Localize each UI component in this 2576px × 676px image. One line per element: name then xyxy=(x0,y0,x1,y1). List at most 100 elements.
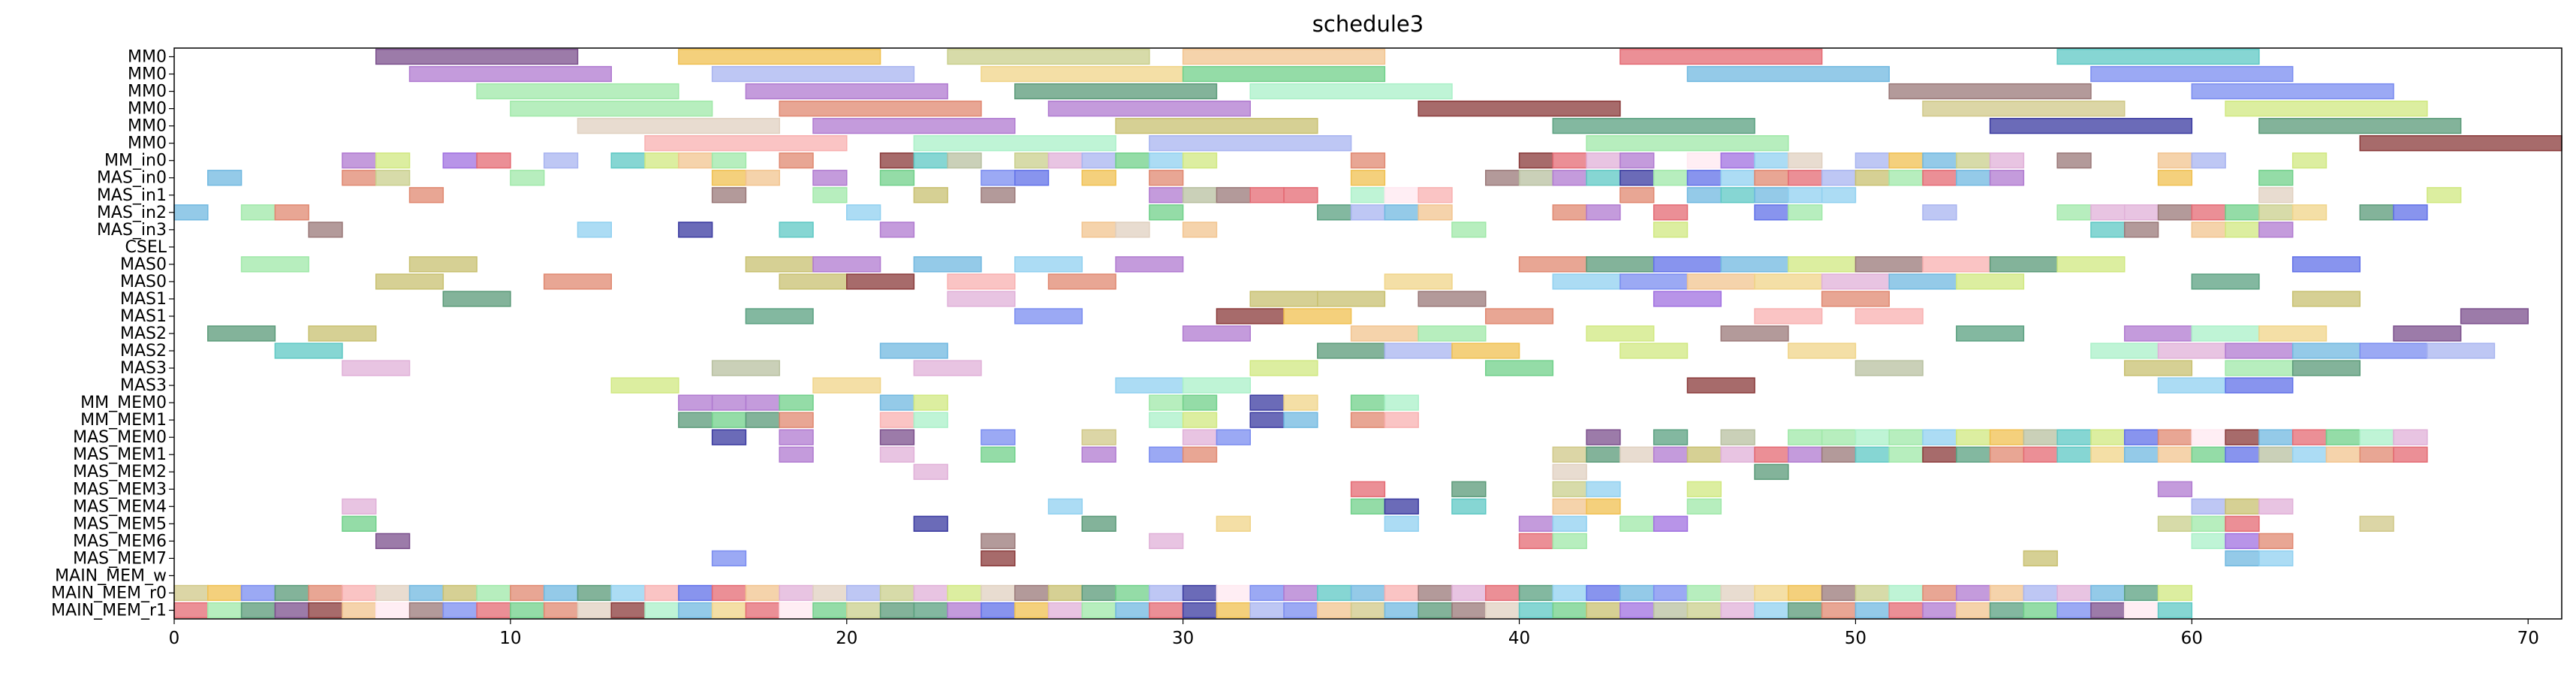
task-bar xyxy=(2258,446,2294,463)
y-tick-label: MAS3 xyxy=(120,376,167,395)
task-bar xyxy=(1384,273,1453,290)
task-bar xyxy=(1182,187,1218,204)
task-bar xyxy=(1081,602,1116,619)
task-bar xyxy=(2090,584,2126,602)
task-bar xyxy=(745,602,780,619)
task-bar xyxy=(879,152,915,169)
task-bar xyxy=(1350,394,1386,411)
task-bar xyxy=(2157,204,2193,221)
task-bar xyxy=(408,65,613,83)
task-bar xyxy=(1249,83,1453,100)
task-bar xyxy=(1350,187,1386,204)
task-bar xyxy=(610,602,646,619)
task-bar xyxy=(2123,204,2159,221)
task-bar xyxy=(2056,152,2092,169)
task-bar xyxy=(375,273,444,290)
y-tick-label: MAS_MEM4 xyxy=(73,497,167,516)
task-bar xyxy=(577,602,613,619)
task-bar xyxy=(2460,308,2529,324)
task-bar xyxy=(745,83,948,100)
y-tick-label: MM0 xyxy=(128,117,167,136)
task-bar xyxy=(1014,602,1050,619)
task-bar xyxy=(2393,325,2462,342)
task-bar xyxy=(442,152,478,169)
task-bar xyxy=(1047,602,1083,619)
task-bar xyxy=(1149,602,1184,619)
task-bar xyxy=(947,48,1150,65)
y-tick-label: MAS_MEM1 xyxy=(73,445,167,464)
task-bar xyxy=(2258,170,2294,186)
task-bar xyxy=(1956,325,2025,342)
task-bar xyxy=(1384,602,1419,619)
task-bar xyxy=(1081,152,1116,169)
task-bar xyxy=(1854,446,1890,463)
task-bar xyxy=(1552,515,1587,532)
task-bar xyxy=(1552,533,1587,550)
task-bar xyxy=(2090,343,2159,359)
task-bar xyxy=(1149,135,1352,152)
task-bar xyxy=(1115,584,1150,602)
task-bar xyxy=(1384,343,1453,359)
task-bar xyxy=(1922,170,1957,186)
task-bar xyxy=(1888,273,1957,290)
task-bar xyxy=(1754,602,1789,619)
y-tick-label: MAS_MEM3 xyxy=(73,480,167,499)
task-bar xyxy=(1821,602,1857,619)
task-bar xyxy=(173,204,209,221)
task-bar xyxy=(2225,498,2260,515)
task-bar xyxy=(2258,498,2294,515)
task-bar xyxy=(1821,291,1890,307)
task-bar xyxy=(1014,256,1083,273)
task-bar xyxy=(913,602,948,619)
task-bar xyxy=(2090,602,2126,619)
task-bar xyxy=(1888,83,2092,100)
task-bar xyxy=(1956,446,1991,463)
task-bar xyxy=(1149,533,1184,550)
task-bar xyxy=(913,394,948,411)
task-bar xyxy=(913,412,948,428)
y-tick-label: CSEL xyxy=(125,238,167,257)
task-bar xyxy=(2157,343,2226,359)
task-bar xyxy=(846,204,881,221)
task-bar xyxy=(1283,602,1318,619)
task-bar xyxy=(2325,429,2361,445)
task-bar xyxy=(812,170,848,186)
task-bar xyxy=(981,533,1016,550)
task-bar xyxy=(1686,170,1722,186)
x-tick-label: 70 xyxy=(2517,629,2539,648)
task-bar xyxy=(2056,48,2260,65)
task-bar xyxy=(2090,429,2126,445)
task-bar xyxy=(644,152,679,169)
task-bar xyxy=(610,584,646,602)
task-bar xyxy=(2393,204,2428,221)
task-bar xyxy=(342,360,411,376)
y-tick-label: MAS_in0 xyxy=(97,169,167,188)
task-bar xyxy=(1619,187,1655,204)
task-bar xyxy=(1586,481,1621,497)
y-tick-label: MM0 xyxy=(128,134,167,153)
task-bar xyxy=(408,187,444,204)
task-bar xyxy=(1686,481,1722,497)
task-bar xyxy=(1821,584,1857,602)
task-bar xyxy=(1956,429,1991,445)
y-tick-label: MAS_MEM0 xyxy=(73,428,167,447)
task-bar xyxy=(2056,446,2092,463)
task-bar xyxy=(510,100,713,117)
task-bar xyxy=(2090,204,2126,221)
task-bar xyxy=(2090,446,2126,463)
task-bar xyxy=(2225,533,2260,550)
task-bar xyxy=(1014,152,1050,169)
task-bar xyxy=(1384,204,1419,221)
task-bar xyxy=(1854,584,1890,602)
y-tick-label: MM0 xyxy=(128,65,167,84)
task-bar xyxy=(1653,222,1689,238)
task-bar xyxy=(1619,152,1655,169)
task-bar xyxy=(1586,152,1621,169)
task-bar xyxy=(1922,204,1957,221)
task-bar xyxy=(711,584,747,602)
task-bar xyxy=(1788,204,1823,221)
task-bar xyxy=(342,170,377,186)
task-bar xyxy=(2291,291,2361,307)
task-bar xyxy=(2157,602,2193,619)
task-bar xyxy=(510,584,545,602)
